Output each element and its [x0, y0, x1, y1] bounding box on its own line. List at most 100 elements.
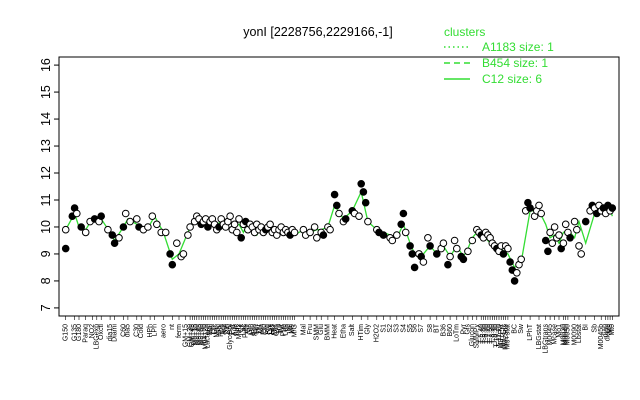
x-tick-label: Mt0: [609, 324, 616, 336]
x-tick-label: Pyr: [460, 323, 467, 334]
plot-frame: [58, 56, 620, 317]
x-tick-label: Glt: [245, 324, 252, 333]
data-point: [393, 231, 401, 239]
data-point: [439, 239, 448, 247]
x-tick-label: M/G: [291, 324, 298, 337]
data-point: [526, 204, 534, 212]
y-tick-label: 9: [39, 250, 53, 257]
x-tick-label: S4: [400, 324, 407, 333]
data-point: [446, 252, 454, 261]
data-point: [573, 225, 581, 234]
x-tick-label: M0050: [565, 324, 572, 346]
data-point: [148, 212, 157, 220]
x-tick-label: M9+120: [203, 324, 210, 350]
data-point: [73, 209, 81, 218]
x-tick-label: S6: [411, 324, 418, 333]
x-tick-label: S7: [418, 324, 425, 333]
data-point: [408, 250, 417, 258]
data-point: [266, 220, 274, 229]
data-point: [184, 231, 192, 239]
x-tick-label: Phe: [280, 324, 287, 337]
x-tick-label: Cit: [238, 324, 245, 333]
data-point: [230, 220, 239, 229]
x-tick-label: Etha: [340, 324, 347, 339]
x-tick-label: C30: [134, 324, 141, 337]
data-point: [186, 223, 194, 231]
data-point: [410, 263, 419, 272]
data-point: [510, 277, 519, 285]
data-point: [359, 188, 368, 196]
x-tick-label: B36: [440, 324, 447, 337]
x-tick-label: BMM: [325, 324, 332, 341]
y-tick-label: 10: [39, 220, 53, 234]
x-tick-label: T-6.30: [483, 324, 490, 344]
x-tick-label: Rib: [225, 324, 232, 335]
legend: clusters A1183 size: 1 B454 size: 1 C12 …: [444, 25, 554, 86]
x-tick-label: dia5: [125, 324, 132, 337]
x-tick-label: Glucon: [469, 324, 476, 346]
x-tick-label: HPh: [147, 324, 154, 338]
x-tick-label: Ile: [285, 324, 292, 332]
data-point: [319, 231, 328, 239]
x-tick-label: Ara: [220, 324, 227, 335]
x-tick-label: Gln: [247, 324, 254, 335]
x-tick-label: Mo1: [556, 324, 563, 338]
x-tick-label: M0040: [563, 324, 570, 346]
data-point: [504, 244, 512, 253]
x-tick-label: Asn: [251, 324, 258, 336]
legend-entry-label: B454 size: 1: [482, 56, 548, 70]
data-point: [546, 228, 554, 237]
x-tick-label: Diami: [111, 324, 118, 342]
x-tick-label: Heat: [331, 324, 338, 339]
x-tick-label: Cys: [274, 324, 281, 337]
data-point: [355, 212, 363, 220]
x-tick-label: M9+90: [200, 324, 207, 346]
x-tick-label: Xyl: [223, 324, 230, 334]
x-tick-label: T-10.20: [494, 324, 501, 348]
x-tick-label: Oxctl: [98, 324, 105, 340]
data-point: [81, 228, 90, 237]
x-tick-label: GM+45: [189, 324, 196, 347]
x-tick-label: Ala: [258, 324, 265, 334]
data-point: [357, 180, 366, 188]
x-tick-label: M9+Pyr: [498, 323, 505, 348]
data-point: [104, 225, 112, 234]
x-tick-label: Mal: [300, 324, 307, 336]
x-tick-label: Man: [214, 324, 221, 338]
data-point: [581, 217, 590, 226]
data-point: [397, 220, 406, 229]
x-tick-label: H2O2: [374, 324, 381, 342]
data-point: [115, 234, 123, 242]
data-point: [575, 242, 583, 250]
data-point: [499, 250, 508, 258]
data-point: [144, 223, 152, 231]
x-tick-label: Ser: [254, 323, 261, 335]
data-point: [361, 198, 370, 207]
x-tick-label: Thr: [256, 323, 263, 334]
x-tick-label: SMM: [314, 324, 321, 341]
data-point: [406, 242, 414, 250]
x-tick-label: Lactose: [205, 324, 212, 349]
x-tick-label: Glc: [211, 324, 218, 335]
data-point: [126, 217, 134, 226]
data-point: [108, 231, 117, 239]
x-tick-label: M9+60: [198, 324, 205, 346]
x-tick-label: S8: [427, 324, 434, 333]
data-point: [173, 239, 181, 247]
data-point: [333, 201, 341, 210]
y-tick-label: 15: [39, 85, 53, 99]
data-point: [424, 234, 432, 242]
x-tick-label: LoTm: [454, 324, 461, 342]
x-tick-label: Gal: [216, 324, 223, 335]
legend-entry-label: C12 size: 6: [482, 72, 542, 86]
y-tick-label: 16: [39, 58, 53, 72]
x-tick-label: Mal2: [236, 324, 243, 339]
data-point: [226, 212, 234, 220]
data-point: [544, 247, 552, 256]
x-tick-label: SMMPy: [474, 324, 481, 349]
x-tick-label: nt: [169, 324, 176, 330]
x-tick-label: Fum: [243, 324, 250, 338]
x-tick-label: M0045b: [598, 324, 605, 349]
data-point: [570, 217, 579, 226]
